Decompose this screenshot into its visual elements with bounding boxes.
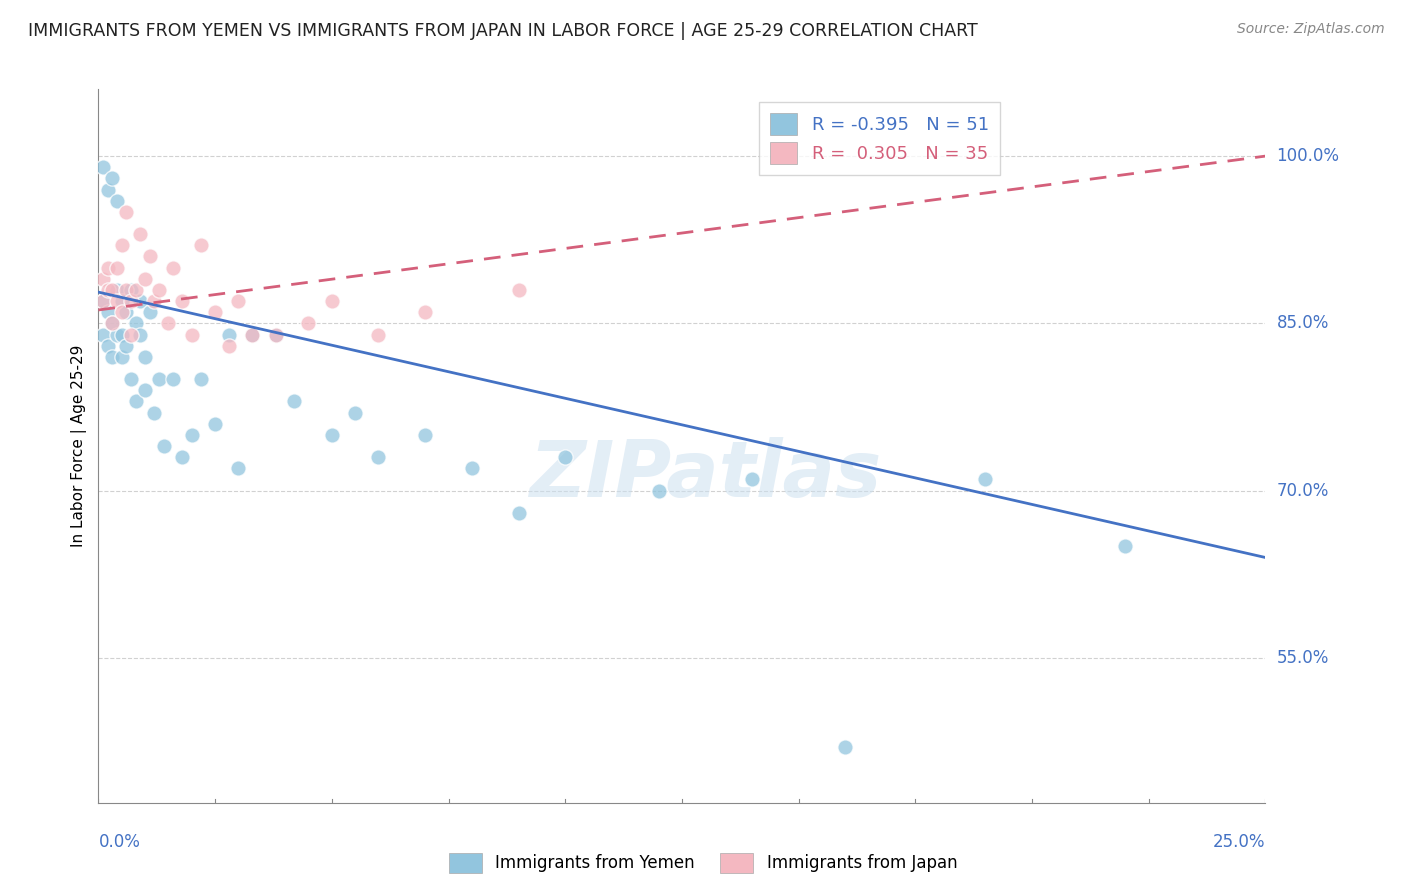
Point xyxy=(120,294,142,309)
Point xyxy=(101,283,124,297)
Text: 0.0%: 0.0% xyxy=(98,833,141,851)
Legend: Immigrants from Yemen, Immigrants from Japan: Immigrants from Yemen, Immigrants from J… xyxy=(441,847,965,880)
Legend: R = -0.395   N = 51, R =  0.305   N = 35: R = -0.395 N = 51, R = 0.305 N = 35 xyxy=(759,102,1000,175)
Point xyxy=(97,183,120,197)
Point xyxy=(228,294,250,309)
Point xyxy=(91,327,114,342)
Point xyxy=(97,260,120,275)
Point xyxy=(264,327,287,342)
Point xyxy=(204,305,226,319)
Point xyxy=(413,428,436,442)
Point xyxy=(129,294,152,309)
Point xyxy=(143,294,166,309)
Point xyxy=(647,483,669,498)
Point xyxy=(152,439,174,453)
Y-axis label: In Labor Force | Age 25-29: In Labor Force | Age 25-29 xyxy=(72,345,87,547)
Point xyxy=(111,305,134,319)
Point xyxy=(125,317,148,331)
Point xyxy=(111,238,134,252)
Point xyxy=(115,283,138,297)
Point xyxy=(134,384,156,398)
Text: ZIPatlas: ZIPatlas xyxy=(529,436,882,513)
Point xyxy=(204,417,226,431)
Point xyxy=(148,372,170,386)
Point xyxy=(367,327,389,342)
Point xyxy=(834,740,856,755)
Point xyxy=(180,327,202,342)
Point xyxy=(134,272,156,286)
Point xyxy=(105,194,128,208)
Point xyxy=(157,317,180,331)
Point xyxy=(101,171,124,186)
Text: 100.0%: 100.0% xyxy=(1277,147,1340,165)
Point xyxy=(344,406,367,420)
Point xyxy=(264,327,287,342)
Point xyxy=(105,260,128,275)
Point xyxy=(741,473,763,487)
Point xyxy=(172,450,194,465)
Point xyxy=(974,473,997,487)
Point xyxy=(321,294,343,309)
Point xyxy=(105,327,128,342)
Point xyxy=(115,339,138,353)
Point xyxy=(97,283,120,297)
Point xyxy=(143,406,166,420)
Point xyxy=(461,461,484,475)
Point xyxy=(413,305,436,319)
Point xyxy=(97,339,120,353)
Point xyxy=(125,394,148,409)
Text: 25.0%: 25.0% xyxy=(1213,833,1265,851)
Text: 55.0%: 55.0% xyxy=(1277,648,1329,667)
Point xyxy=(139,305,162,319)
Point xyxy=(111,350,134,364)
Point xyxy=(218,339,240,353)
Point xyxy=(115,205,138,219)
Point xyxy=(101,317,124,331)
Point xyxy=(91,294,114,309)
Text: 70.0%: 70.0% xyxy=(1277,482,1329,500)
Point xyxy=(162,372,184,386)
Point xyxy=(367,450,389,465)
Point xyxy=(105,283,128,297)
Point xyxy=(120,372,142,386)
Point xyxy=(190,372,212,386)
Point xyxy=(111,327,134,342)
Point xyxy=(129,227,152,242)
Point xyxy=(91,161,114,175)
Point xyxy=(508,506,530,520)
Point xyxy=(125,283,148,297)
Point xyxy=(91,294,114,309)
Point xyxy=(115,305,138,319)
Point xyxy=(554,450,576,465)
Point xyxy=(242,327,264,342)
Point xyxy=(139,250,162,264)
Point xyxy=(97,305,120,319)
Text: 85.0%: 85.0% xyxy=(1277,314,1329,333)
Point xyxy=(148,283,170,297)
Point xyxy=(283,394,305,409)
Point xyxy=(218,327,240,342)
Point xyxy=(228,461,250,475)
Point xyxy=(297,317,319,331)
Text: IMMIGRANTS FROM YEMEN VS IMMIGRANTS FROM JAPAN IN LABOR FORCE | AGE 25-29 CORREL: IMMIGRANTS FROM YEMEN VS IMMIGRANTS FROM… xyxy=(28,22,977,40)
Point xyxy=(91,272,114,286)
Point xyxy=(508,283,530,297)
Point xyxy=(120,327,142,342)
Point xyxy=(162,260,184,275)
Point xyxy=(180,428,202,442)
Point xyxy=(105,294,128,309)
Point xyxy=(190,238,212,252)
Point xyxy=(129,327,152,342)
Point xyxy=(120,283,142,297)
Point xyxy=(111,294,134,309)
Point xyxy=(242,327,264,342)
Point xyxy=(101,350,124,364)
Point xyxy=(172,294,194,309)
Point xyxy=(134,350,156,364)
Point xyxy=(101,317,124,331)
Point xyxy=(1114,539,1136,553)
Point xyxy=(321,428,343,442)
Text: Source: ZipAtlas.com: Source: ZipAtlas.com xyxy=(1237,22,1385,37)
